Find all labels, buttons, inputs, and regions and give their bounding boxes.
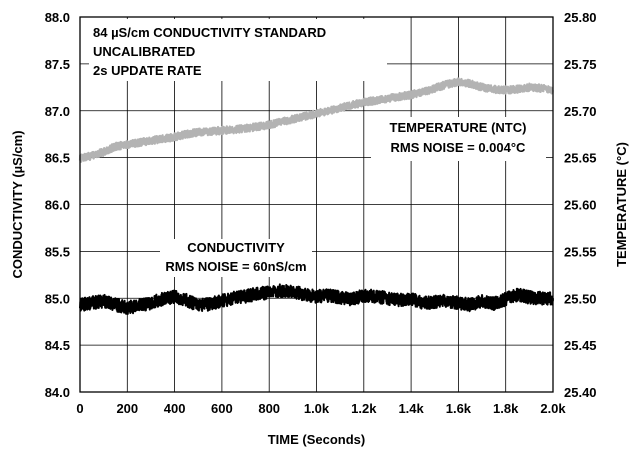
series-label-line: TEMPERATURE (NTC) <box>390 120 527 135</box>
conductivity-series-label: CONDUCTIVITY RMS NOISE = 60nS/cm <box>160 239 312 277</box>
x-tick-label: 200 <box>116 401 138 416</box>
x-tick-label: 1.8k <box>493 401 519 416</box>
y-right-tick-label: 25.45 <box>564 338 597 353</box>
x-tick-label: 0 <box>76 401 83 416</box>
y-left-tick-label: 88.0 <box>45 10 70 25</box>
y-right-tick-label: 25.50 <box>564 291 597 306</box>
y-right-tick-label: 25.40 <box>564 385 597 400</box>
series-label-line: RMS NOISE = 0.004°C <box>391 140 526 155</box>
y-left-tick-label: 87.5 <box>45 57 70 72</box>
y-right-tick-label: 25.65 <box>564 151 597 166</box>
y-right-tick-label: 25.75 <box>564 57 597 72</box>
y-left-axis-title: CONDUCTIVITY (µS/cm) <box>10 130 25 278</box>
y-left-tick-label: 86.0 <box>45 198 70 213</box>
y-left-tick-label: 84.0 <box>45 385 70 400</box>
annotation-line: 2s UPDATE RATE <box>93 63 202 78</box>
y-left-tick-label: 86.5 <box>45 151 70 166</box>
x-tick-label: 1.2k <box>351 401 377 416</box>
x-tick-label: 1.4k <box>398 401 424 416</box>
y-left-tick-label: 87.0 <box>45 104 70 119</box>
y-right-tick-label: 25.70 <box>564 104 597 119</box>
x-tick-label: 2.0k <box>540 401 566 416</box>
series-label-line: RMS NOISE = 60nS/cm <box>165 259 306 274</box>
series-label-line: CONDUCTIVITY <box>187 240 285 255</box>
x-tick-label: 1.0k <box>304 401 330 416</box>
y-left-tick-labels: 84.0 84.5 85.0 85.5 86.0 86.5 87.0 87.5 88.0 <box>45 10 70 400</box>
x-tick-label: 400 <box>164 401 186 416</box>
y-right-tick-label: 25.80 <box>564 10 597 25</box>
y-right-tick-labels: 25.40 25.45 25.50 25.55 25.60 25.65 25.70 25.75… <box>564 10 597 400</box>
y-right-axis-title: TEMPERATURE (°C) <box>614 142 629 267</box>
y-left-tick-label: 85.0 <box>45 291 70 306</box>
y-right-tick-label: 25.60 <box>564 198 597 213</box>
setup-annotation: 84 µS/cm CONDUCTIVITY STANDARD UNCALIBRA… <box>89 19 387 81</box>
x-tick-label: 600 <box>211 401 233 416</box>
x-tick-labels: 0 200 400 600 800 1.0k 1.2k 1.4k 1.6k 1.8k 2.0k <box>76 401 566 416</box>
annotation-line: 84 µS/cm CONDUCTIVITY STANDARD <box>93 25 326 40</box>
temperature-series-label: TEMPERATURE (NTC) RMS NOISE = 0.004°C <box>371 117 546 161</box>
x-axis-title: TIME (Seconds) <box>268 432 366 447</box>
x-tick-label: 800 <box>258 401 280 416</box>
x-tick-label: 1.6k <box>446 401 472 416</box>
y-right-tick-label: 25.55 <box>564 244 597 259</box>
annotation-line: UNCALIBRATED <box>93 44 195 59</box>
y-left-tick-label: 85.5 <box>45 244 70 259</box>
y-left-tick-label: 84.5 <box>45 338 70 353</box>
